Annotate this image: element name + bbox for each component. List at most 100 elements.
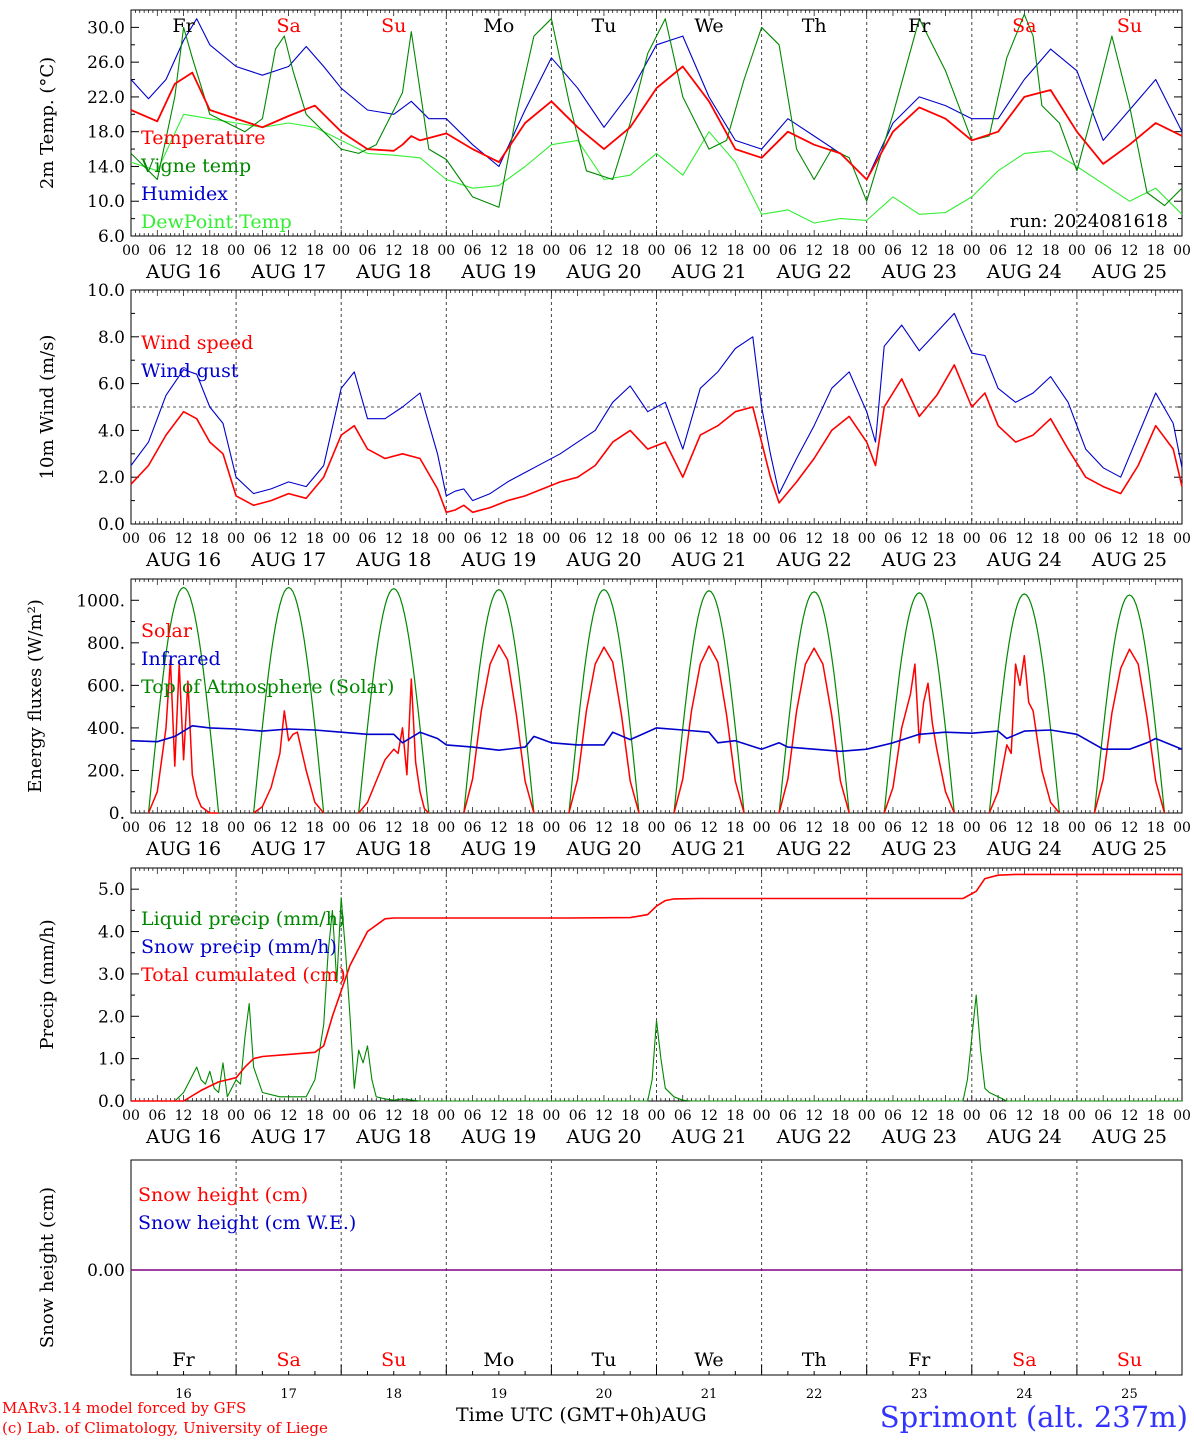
run-label: run: 2024081618 bbox=[1010, 211, 1168, 232]
date-label: AUG 25 bbox=[1091, 549, 1167, 571]
hour-tick-label: 12 bbox=[595, 820, 613, 836]
y-tick-label: 10.0 bbox=[87, 281, 125, 301]
hour-tick-label: 12 bbox=[595, 243, 613, 259]
hour-tick-label: 06 bbox=[253, 243, 271, 259]
y-tick-label: 30.0 bbox=[87, 18, 125, 38]
hour-tick-label: 12 bbox=[910, 243, 928, 259]
hour-tick-label: 12 bbox=[385, 531, 403, 547]
legend-entry: Snow height (cm) bbox=[138, 1184, 308, 1206]
date-label: AUG 21 bbox=[670, 1126, 746, 1148]
hour-tick-label: 06 bbox=[989, 531, 1007, 547]
day-number-label: 20 bbox=[596, 1387, 613, 1402]
hour-tick-label: 06 bbox=[1094, 531, 1112, 547]
y-tick-label: 3.0 bbox=[98, 965, 125, 985]
hour-tick-label: 18 bbox=[726, 531, 744, 547]
hour-tick-label: 06 bbox=[253, 1108, 271, 1124]
day-number-label: 22 bbox=[806, 1387, 823, 1402]
hour-tick-label: 06 bbox=[464, 243, 482, 259]
y-tick-label: 6.0 bbox=[98, 375, 125, 395]
day-name-label: Th bbox=[802, 1349, 827, 1371]
y-axis-title: 2m Temp. (°C) bbox=[37, 57, 58, 189]
legend-entry: Vigne temp bbox=[140, 155, 251, 177]
legend-entry: Infrared bbox=[141, 648, 221, 670]
y-axis-title: 10m Wind (m/s) bbox=[37, 335, 58, 480]
date-label: AUG 24 bbox=[986, 261, 1062, 283]
y-tick-label: 1.0 bbox=[98, 1050, 125, 1070]
wind-series-line bbox=[130, 312, 1183, 502]
day-name-label: Mo bbox=[483, 15, 514, 37]
hour-tick-label: 12 bbox=[280, 531, 298, 547]
hour-tick-label: 06 bbox=[359, 243, 377, 259]
y-tick-label: 1000. bbox=[76, 591, 125, 611]
hour-tick-label: 00 bbox=[542, 531, 560, 547]
date-label: AUG 20 bbox=[565, 838, 641, 860]
hour-tick-label: 18 bbox=[516, 820, 534, 836]
date-label: AUG 17 bbox=[250, 1126, 326, 1148]
hour-tick-label: 00 bbox=[227, 243, 245, 259]
hour-tick-label: 00 bbox=[753, 820, 771, 836]
hour-tick-label: 12 bbox=[910, 820, 928, 836]
hour-tick-label: 12 bbox=[805, 531, 823, 547]
y-tick-label: 22.0 bbox=[87, 88, 125, 108]
hour-tick-label: 18 bbox=[726, 820, 744, 836]
day-name-label: Sa bbox=[276, 1349, 300, 1371]
date-label: AUG 18 bbox=[355, 261, 431, 283]
y-tick-label: 4.0 bbox=[98, 421, 125, 441]
hour-tick-label: 00 bbox=[1068, 531, 1086, 547]
hour-tick-label: 18 bbox=[832, 1108, 850, 1124]
date-label: AUG 23 bbox=[881, 549, 957, 571]
day-name-label: Su bbox=[381, 1349, 406, 1371]
hour-tick-label: 06 bbox=[779, 243, 797, 259]
hour-tick-label: 00 bbox=[1068, 1108, 1086, 1124]
date-label: AUG 23 bbox=[881, 1126, 957, 1148]
legend-entry: DewPoint Temp bbox=[141, 211, 292, 233]
hour-tick-label: 06 bbox=[674, 820, 692, 836]
date-label: AUG 18 bbox=[355, 549, 431, 571]
date-label: AUG 16 bbox=[145, 261, 221, 283]
hour-tick-label: 18 bbox=[1147, 1108, 1165, 1124]
date-label: AUG 20 bbox=[565, 261, 641, 283]
hour-tick-label: 00 bbox=[332, 820, 350, 836]
wind-series-line bbox=[130, 364, 1183, 514]
liquid-precip-line bbox=[131, 897, 1182, 1102]
hour-tick-label: 12 bbox=[700, 820, 718, 836]
legend-entry: Humidex bbox=[141, 183, 228, 205]
hour-tick-label: 00 bbox=[963, 820, 981, 836]
hour-tick-label: 00 bbox=[858, 531, 876, 547]
y-axis-title: Snow height (cm) bbox=[37, 1187, 58, 1348]
hour-tick-label: 18 bbox=[306, 531, 324, 547]
date-label: AUG 16 bbox=[145, 838, 221, 860]
day-number-label: 23 bbox=[911, 1387, 928, 1402]
solar-line bbox=[568, 646, 640, 814]
day-name-label: We bbox=[694, 1349, 723, 1371]
hour-tick-label: 12 bbox=[1121, 243, 1139, 259]
hour-tick-label: 06 bbox=[148, 531, 166, 547]
date-label: AUG 25 bbox=[1091, 838, 1167, 860]
hour-tick-label: 00 bbox=[122, 1108, 140, 1124]
date-label: AUG 24 bbox=[986, 1126, 1062, 1148]
date-label: AUG 17 bbox=[250, 261, 326, 283]
y-tick-label: 0.00 bbox=[87, 1261, 125, 1281]
hour-tick-label: 12 bbox=[1015, 820, 1033, 836]
hour-tick-label: 18 bbox=[516, 243, 534, 259]
day-name-label: Su bbox=[1117, 15, 1142, 37]
hour-tick-label: 00 bbox=[437, 531, 455, 547]
date-label: AUG 19 bbox=[460, 261, 536, 283]
hour-tick-label: 18 bbox=[832, 531, 850, 547]
hour-tick-label: 00 bbox=[332, 531, 350, 547]
date-label: AUG 23 bbox=[881, 838, 957, 860]
hour-tick-label: 00 bbox=[437, 243, 455, 259]
hour-tick-label: 12 bbox=[700, 531, 718, 547]
temperature-series-line bbox=[130, 113, 1183, 224]
day-number-label: 19 bbox=[491, 1387, 508, 1402]
hour-tick-label: 18 bbox=[306, 1108, 324, 1124]
hour-tick-label: 12 bbox=[175, 531, 193, 547]
hour-tick-label: 12 bbox=[175, 1108, 193, 1124]
y-tick-label: 600. bbox=[87, 676, 125, 696]
solar-line bbox=[988, 654, 1060, 814]
hour-tick-label: 00 bbox=[753, 1108, 771, 1124]
toa-solar-line bbox=[358, 588, 430, 814]
date-label: AUG 17 bbox=[250, 549, 326, 571]
hour-tick-label: 18 bbox=[411, 1108, 429, 1124]
hour-tick-label: 06 bbox=[359, 531, 377, 547]
